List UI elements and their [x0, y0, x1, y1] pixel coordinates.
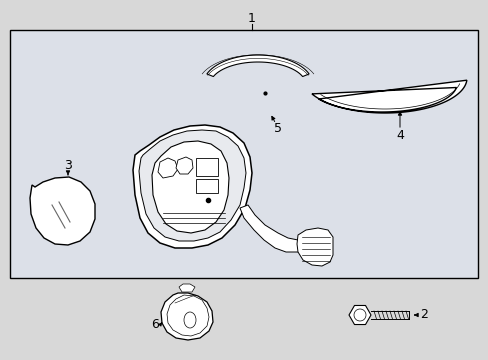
Polygon shape — [240, 205, 305, 252]
Circle shape — [353, 309, 365, 321]
Polygon shape — [176, 157, 193, 174]
Polygon shape — [158, 158, 178, 178]
Bar — [10, 30, 477, 278]
Text: 3: 3 — [64, 158, 72, 171]
Polygon shape — [179, 284, 195, 292]
Polygon shape — [296, 228, 332, 266]
Polygon shape — [133, 125, 251, 248]
Text: 4: 4 — [395, 129, 403, 141]
Bar — [196, 158, 218, 176]
Polygon shape — [161, 293, 213, 340]
Ellipse shape — [183, 312, 196, 328]
Text: 2: 2 — [419, 309, 427, 321]
Polygon shape — [30, 177, 95, 245]
Text: 5: 5 — [273, 122, 282, 135]
Bar — [196, 179, 218, 193]
Polygon shape — [311, 80, 466, 113]
Text: 6: 6 — [151, 319, 159, 332]
Polygon shape — [206, 55, 308, 77]
Text: 1: 1 — [247, 12, 255, 24]
Polygon shape — [152, 141, 228, 233]
Polygon shape — [139, 130, 245, 241]
